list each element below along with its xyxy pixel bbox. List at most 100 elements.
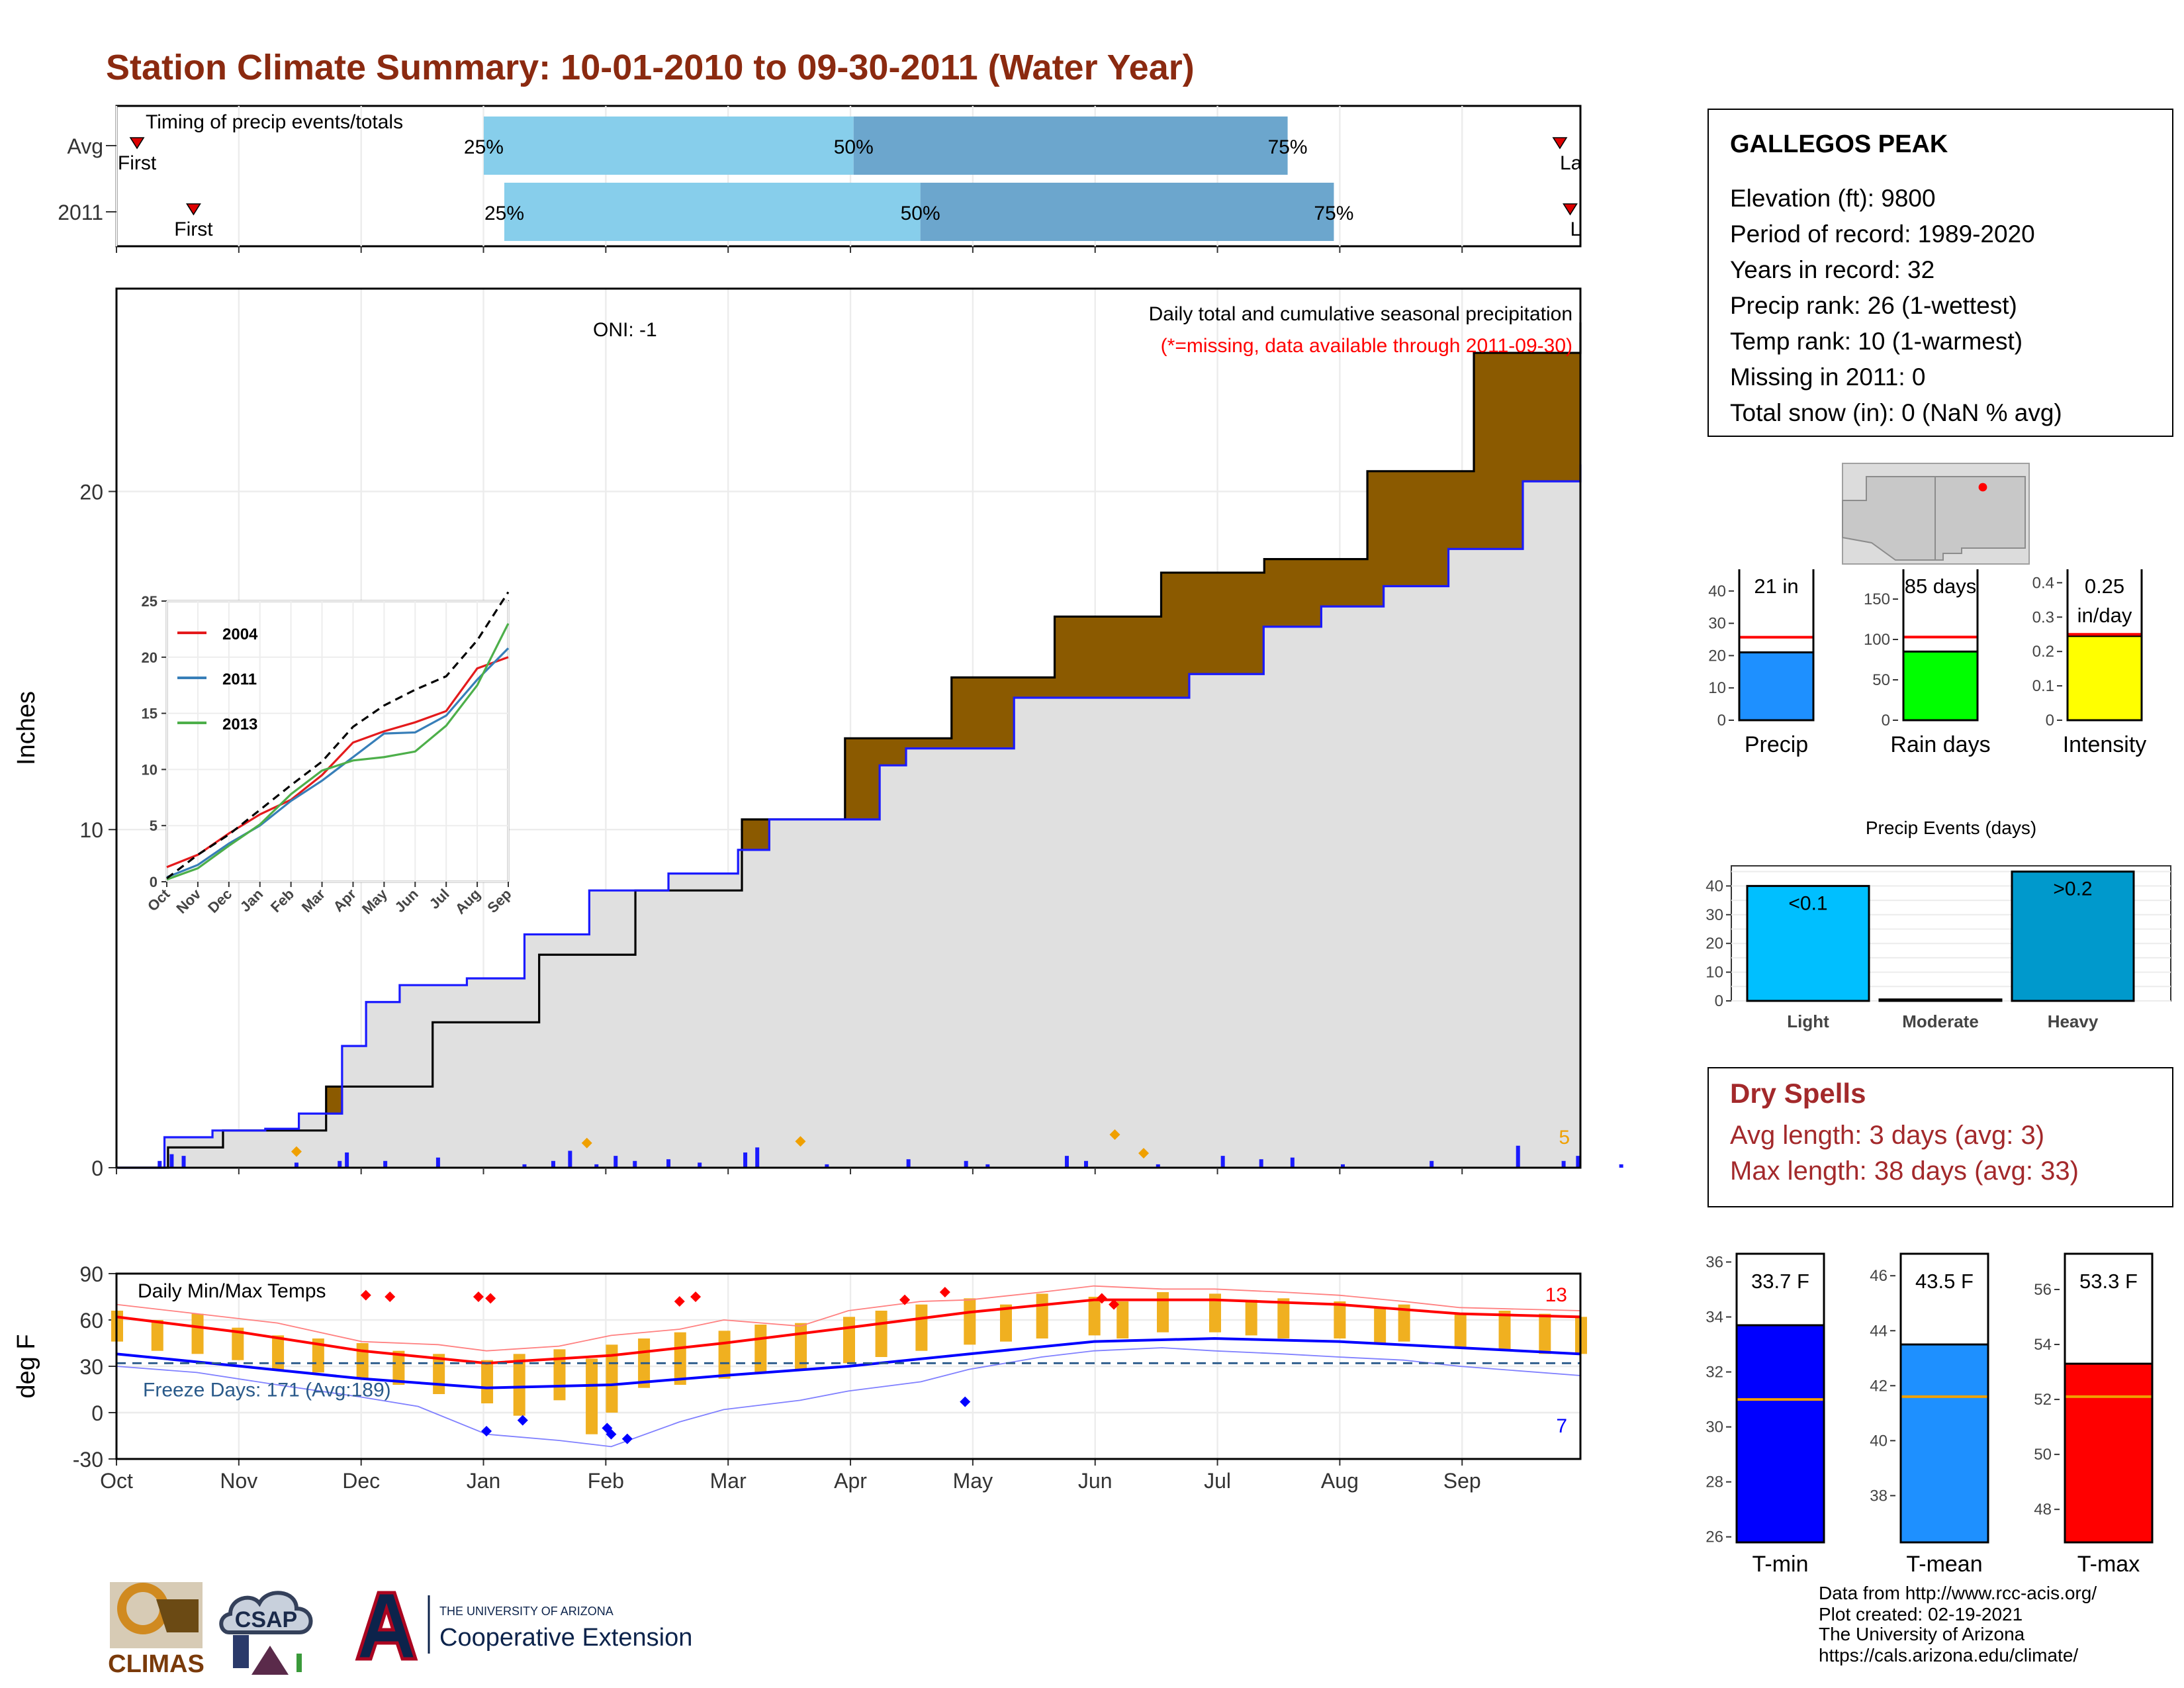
mini-panel-y-tick-label: 38 (1870, 1487, 1888, 1505)
record-high-marker (1109, 1299, 1120, 1310)
daily-precip-bar (551, 1160, 555, 1168)
temp-stats-charts: 26 28 30 32 34 36 33.7 F T-min 38 40 42 44 46 43.5 F T… (1706, 1252, 2158, 1577)
station-info-box: GALLEGOS PEAK Elevation (ft): 9800 Perio… (1707, 109, 2173, 437)
events-y-tick-label: 0 (1715, 992, 1723, 1010)
mini-panel-y-tick-label: 28 (1706, 1474, 1723, 1491)
daily-temp-bar (718, 1331, 731, 1379)
mini-panel-y-tick-label: 10 (1708, 679, 1726, 697)
record-low-marker (960, 1396, 971, 1407)
events-bar (1878, 998, 2003, 1002)
mini-panel-y-tick-label: 0.3 (2032, 608, 2054, 626)
daily-temp-bar (674, 1332, 686, 1385)
daily-temp-bar (232, 1327, 244, 1360)
daily-precip-bar (964, 1160, 968, 1168)
timing-first-label: First (118, 152, 157, 174)
events-title: Precip Events (days) (1866, 818, 2036, 838)
daily-temp-bar (586, 1358, 598, 1434)
record-high-marker (360, 1289, 371, 1301)
mini-panel-bar (1899, 1343, 1989, 1544)
daily-temp-bar (606, 1344, 618, 1413)
mini-panel-y-tick-label: 34 (1706, 1309, 1723, 1327)
inset-y-tick-label: 25 (142, 593, 158, 610)
temps-month-label: Nov (220, 1469, 257, 1493)
csap-logo: CSAP (219, 1591, 313, 1675)
daily-temp-bar (754, 1325, 767, 1373)
freeze-days-label: Freeze Days: 171 (Avg:189) (143, 1379, 391, 1401)
inset-y-tick-label: 15 (142, 706, 158, 722)
daily-temp-bar (1036, 1293, 1048, 1338)
record-high-marker (485, 1293, 496, 1304)
timing-bar-q2 (920, 183, 1334, 241)
page-title: Station Climate Summary: 10-01-2010 to 0… (106, 48, 1195, 87)
events-y-tick-label: 20 (1706, 935, 1723, 953)
temps-title: Daily Min/Max Temps (138, 1280, 326, 1302)
daily-temp-bar (191, 1313, 204, 1354)
daily-temp-bar (513, 1354, 525, 1416)
inset-frame (165, 600, 510, 883)
temps-y-tick-label: 30 (79, 1355, 103, 1379)
daily-temp-bar (1116, 1301, 1129, 1338)
csap-cactus-icon (296, 1654, 302, 1672)
temps-y-tick-label: -30 (73, 1448, 103, 1472)
mini-panel-name: T-mean (1906, 1552, 1982, 1577)
station-elevation: Elevation (ft): 9800 (1730, 184, 1936, 212)
mini-panel-y-tick-label: 42 (1870, 1377, 1888, 1395)
events-bar-label: >0.2 (2053, 878, 2092, 900)
inset-y-tick-label: 10 (142, 761, 158, 778)
inset-legend-label: 2013 (222, 716, 257, 733)
inset-y-tick-label: 5 (150, 818, 158, 834)
daily-precip-bar (666, 1159, 671, 1168)
temps-month-label: May (953, 1469, 993, 1493)
record-low-count: 7 (1556, 1415, 1567, 1437)
timing-q75-label: 75% (1314, 203, 1353, 224)
timing-bar-q2 (853, 117, 1288, 175)
mini-panel-y-tick-label: 48 (2034, 1501, 2052, 1519)
daily-temp-bar (1209, 1293, 1221, 1333)
mini-panel-y-tick-label: 50 (1872, 671, 1890, 689)
ua-extension-text: Cooperative Extension (439, 1624, 692, 1652)
precip-annotation-title: Daily total and cumulative seasonal prec… (1149, 303, 1572, 325)
mini-panel-y-tick-label: 54 (2034, 1336, 2052, 1354)
mini-panel-frame (1735, 1252, 1825, 1544)
temps-y-tick-label: 90 (79, 1262, 103, 1286)
avg-min-line (116, 1336, 1581, 1389)
daily-precip-bar (1561, 1160, 1566, 1168)
credit-line-university: The University of Arizona (1819, 1623, 2025, 1644)
csap-cloud-icon (219, 1591, 313, 1634)
mini-panel-y-tick-label: 0 (1717, 712, 1726, 729)
temps-month-label: Apr (834, 1469, 867, 1493)
timing-q75-label: 75% (1268, 136, 1308, 158)
dry-spells-max: Max length: 38 days (avg: 33) (1730, 1157, 2079, 1186)
daily-temp-bar (964, 1298, 976, 1345)
events-bar (1746, 884, 1870, 1002)
mini-panel-bar (1735, 1324, 1825, 1544)
record-max-line (116, 1285, 1581, 1352)
daily-precip-bar (1430, 1160, 1434, 1168)
mini-panel-y-tick-label: 0 (2046, 712, 2054, 729)
daily-temp-bar (1088, 1297, 1101, 1336)
daily-precip-bar (522, 1164, 527, 1168)
daily-temp-bar (272, 1335, 285, 1370)
record-high-marker (690, 1291, 702, 1302)
mini-panel-y-tick-label: 150 (1864, 590, 1890, 608)
mini-panel-y-tick-label: 44 (1870, 1322, 1888, 1340)
daily-precip-bar (1064, 1156, 1069, 1168)
events-y-tick-label: 40 (1706, 877, 1723, 895)
daily-precip-bar (614, 1156, 618, 1168)
obs-cumulative-area (116, 464, 1580, 1168)
inset-legend-label: 2011 (222, 671, 257, 688)
precip-chart: 0 10 20 Inches Daily total and cumulative se… (13, 287, 1623, 1180)
heavy-precip-marker (1109, 1129, 1120, 1141)
daily-precip-bar (1290, 1157, 1295, 1168)
mini-panel-frame (1899, 1252, 1989, 1544)
record-low-marker (481, 1426, 492, 1436)
timing-last-marker (1563, 203, 1578, 216)
mini-panel-y-tick-label: 40 (1870, 1432, 1888, 1450)
events-category-label: Light (1787, 1011, 1829, 1031)
daily-temp-bar (1539, 1313, 1551, 1354)
events-category-label: Moderate (1902, 1011, 1979, 1031)
daily-precip-bar (1576, 1156, 1580, 1168)
daily-precip-bar (338, 1160, 342, 1168)
station-period: Period of record: 1989-2020 (1730, 220, 2035, 248)
